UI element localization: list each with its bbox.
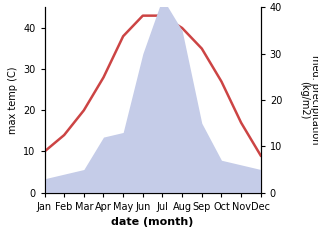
X-axis label: date (month): date (month) [111,217,194,227]
Y-axis label: med. precipitation
(kg/m2): med. precipitation (kg/m2) [299,55,318,145]
Y-axis label: max temp (C): max temp (C) [8,66,17,134]
